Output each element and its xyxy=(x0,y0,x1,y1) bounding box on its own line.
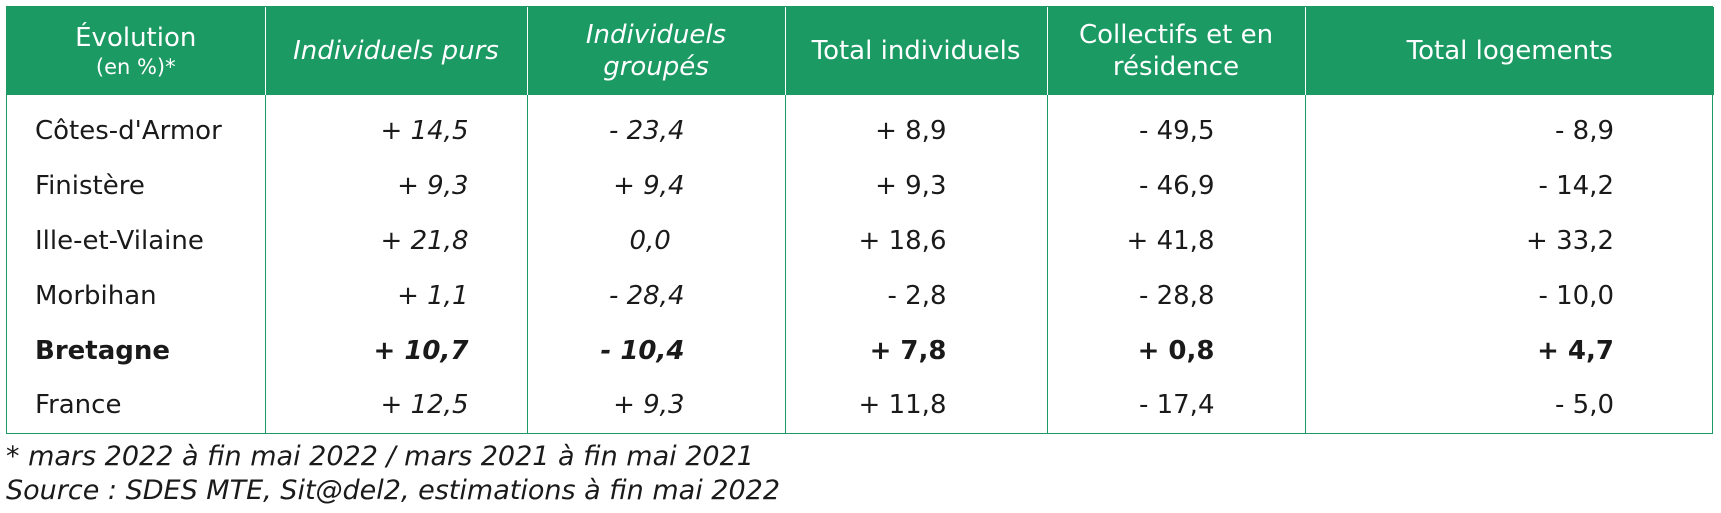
evolution-table: Évolution (en %)* Individuels purs Indiv… xyxy=(7,7,1714,433)
cell-individuels-groupes: - 10,4 xyxy=(526,323,785,378)
row-name: Ille-et-Vilaine xyxy=(35,225,204,256)
data-table-frame: Évolution (en %)* Individuels purs Indiv… xyxy=(6,6,1714,434)
cell-total-logements: - 10,0 xyxy=(1304,268,1714,324)
row-name: France xyxy=(35,390,122,421)
cell-total-individuels: - 2,8 xyxy=(784,268,1047,324)
table-row: Côtes-d'Armor + 14,5 - 23,4 + 8,9 - 49,5… xyxy=(7,95,1714,159)
footnote-period: * mars 2022 à fin mai 2022 / mars 2021 à… xyxy=(6,441,754,472)
cell-collectifs: - 49,5 xyxy=(1046,95,1305,159)
cell-total-individuels: + 11,8 xyxy=(784,377,1047,433)
cell-individuels-purs: + 10,7 xyxy=(264,323,527,378)
row-name: Finistère xyxy=(35,170,145,201)
cell-collectifs: - 17,4 xyxy=(1046,377,1305,433)
header-collectifs: Collectifs et en résidence xyxy=(1046,7,1305,95)
cell-collectifs: + 41,8 xyxy=(1046,213,1305,269)
row-name: Morbihan xyxy=(35,280,157,311)
cell-individuels-purs: + 14,5 xyxy=(264,95,527,159)
table-row: Morbihan + 1,1 - 28,4 - 2,8 - 28,8 - 10,… xyxy=(7,268,1714,324)
cell-total-individuels: + 8,9 xyxy=(784,95,1047,159)
cell-total-logements: - 14,2 xyxy=(1304,158,1714,214)
cell-individuels-purs: + 12,5 xyxy=(264,377,527,433)
table-row: Ille-et-Vilaine + 21,8 0,0 + 18,6 + 41,8… xyxy=(7,213,1714,269)
header-total-logements: Total logements xyxy=(1304,7,1714,95)
row-name: Côtes-d'Armor xyxy=(35,115,222,146)
cell-individuels-purs: + 21,8 xyxy=(264,213,527,269)
footnote-source: Source : SDES MTE, Sit@del2, estimations… xyxy=(6,475,781,506)
row-name: Bretagne xyxy=(35,335,171,366)
cell-total-individuels: + 18,6 xyxy=(784,213,1047,269)
table-row: Bretagne + 10,7 - 10,4 + 7,8 + 0,8 + 4,7 xyxy=(7,323,1714,378)
header-evolution-sublabel: (en %)* xyxy=(95,55,176,79)
table-notes: * mars 2022 à fin mai 2022 / mars 2021 à… xyxy=(6,440,780,508)
cell-individuels-groupes: - 23,4 xyxy=(526,95,785,159)
cell-individuels-purs: + 9,3 xyxy=(264,158,527,214)
cell-collectifs: + 0,8 xyxy=(1046,323,1305,378)
cell-individuels-groupes: + 9,3 xyxy=(526,377,785,433)
cell-individuels-groupes: 0,0 xyxy=(526,213,785,269)
cell-individuels-groupes: + 9,4 xyxy=(526,158,785,214)
cell-total-logements: + 4,7 xyxy=(1304,323,1714,378)
header-row: Évolution (en %)* Individuels purs Indiv… xyxy=(7,7,1714,95)
cell-total-logements: - 8,9 xyxy=(1304,95,1714,159)
header-evolution: Évolution (en %)* xyxy=(7,7,265,95)
header-individuels-purs: Individuels purs xyxy=(264,7,527,95)
header-total-individuels: Total individuels xyxy=(784,7,1047,95)
cell-individuels-groupes: - 28,4 xyxy=(526,268,785,324)
table-row: Finistère + 9,3 + 9,4 + 9,3 - 46,9 - 14,… xyxy=(7,158,1714,214)
cell-collectifs: - 28,8 xyxy=(1046,268,1305,324)
cell-total-logements: - 5,0 xyxy=(1304,377,1714,433)
table-row: France + 12,5 + 9,3 + 11,8 - 17,4 - 5,0 xyxy=(7,377,1714,433)
cell-individuels-purs: + 1,1 xyxy=(264,268,527,324)
cell-total-logements: + 33,2 xyxy=(1304,213,1714,269)
cell-total-individuels: + 9,3 xyxy=(784,158,1047,214)
cell-collectifs: - 46,9 xyxy=(1046,158,1305,214)
cell-total-individuels: + 7,8 xyxy=(784,323,1047,378)
header-individuels-groupes: Individuels groupés xyxy=(526,7,785,95)
header-evolution-label: Évolution xyxy=(75,23,197,53)
